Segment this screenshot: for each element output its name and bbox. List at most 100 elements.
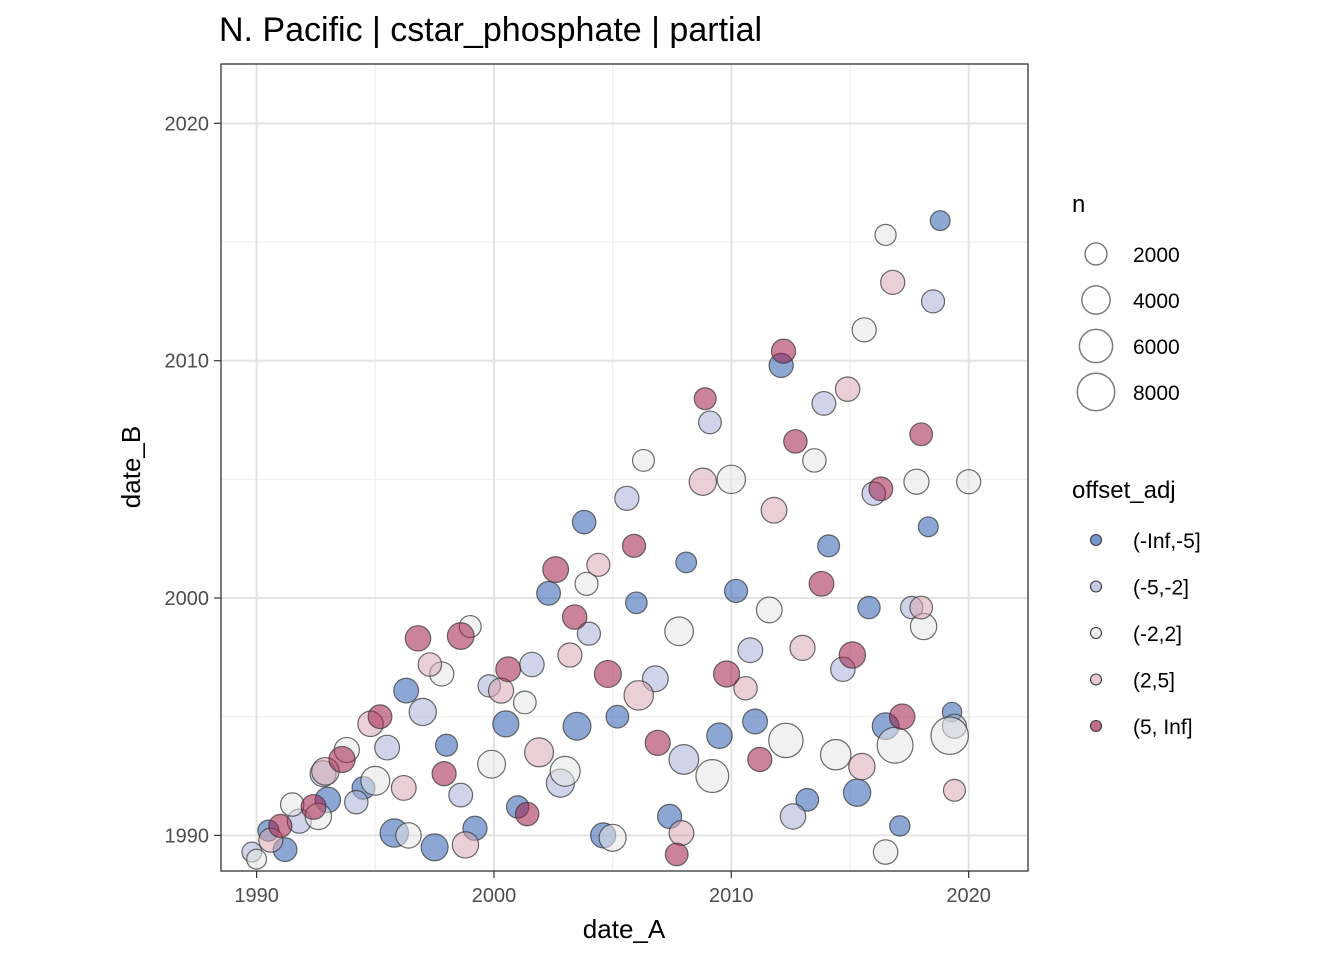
data-point (838, 641, 867, 669)
data-point (434, 733, 459, 757)
data-point (675, 551, 698, 574)
color-legend-key (1089, 626, 1103, 640)
data-point (755, 596, 783, 624)
y-tick-label: 1990 (165, 825, 210, 847)
data-point (789, 634, 816, 662)
size-legend-key (1081, 285, 1111, 315)
data-point (562, 711, 592, 741)
size-legend-label: 2000 (1133, 244, 1180, 267)
data-point (888, 703, 916, 731)
data-point (668, 820, 695, 846)
data-point (614, 485, 640, 511)
data-point (695, 759, 730, 794)
data-point (408, 697, 437, 727)
data-point (779, 803, 807, 830)
data-point (300, 793, 327, 820)
data-point (737, 637, 764, 664)
data-point (929, 210, 951, 232)
color-legend-key (1089, 533, 1103, 547)
data-point (903, 468, 930, 495)
data-point (417, 652, 443, 677)
data-point (344, 789, 369, 815)
data-point (664, 842, 689, 867)
data-point (623, 680, 655, 711)
data-point (770, 338, 797, 364)
size-legend: 2000 4000 6000 8000 (1076, 242, 1180, 412)
data-point (576, 621, 602, 646)
data-point (874, 223, 897, 247)
data-point (688, 467, 718, 496)
data-point (917, 516, 939, 538)
color-legend-label: (-Inf,-5] (1133, 530, 1201, 553)
data-point (712, 660, 741, 688)
data-point (842, 778, 872, 807)
data-point (420, 833, 449, 862)
data-point (795, 787, 820, 812)
data-point (492, 710, 520, 738)
data-point (848, 752, 876, 781)
data-point (819, 738, 852, 771)
color-legend-label: (-2,2] (1133, 623, 1182, 646)
data-point (451, 831, 480, 859)
data-point (698, 410, 722, 435)
data-point (571, 509, 597, 535)
data-point (747, 746, 773, 773)
data-point (557, 642, 583, 668)
data-point (536, 580, 562, 606)
data-point (880, 269, 906, 296)
data-point (586, 552, 611, 577)
size-legend-title: n (1072, 191, 1085, 218)
data-point (876, 726, 914, 764)
plot-border (220, 63, 1029, 872)
color-legend: (-Inf,-5] (-5,-2] (-2,2] (2,5] (5, Inf] (1089, 530, 1201, 739)
data-point (733, 675, 758, 701)
data-point (857, 595, 881, 620)
color-legend-key (1089, 719, 1103, 733)
data-point (495, 656, 522, 683)
data-point (328, 745, 356, 774)
data-point (742, 708, 769, 735)
data-point (448, 782, 474, 808)
data-point (668, 744, 700, 775)
data-point (605, 704, 630, 729)
x-tick-label: 2020 (946, 885, 991, 907)
data-point (593, 659, 622, 689)
data-point (664, 616, 694, 647)
data-point (621, 533, 647, 558)
data-point (942, 778, 966, 802)
data-point (889, 815, 911, 837)
x-tick-label: 2010 (709, 885, 754, 907)
data-point (760, 496, 788, 524)
size-legend-label: 4000 (1133, 290, 1180, 313)
data-point (693, 387, 717, 411)
data-point (868, 476, 894, 502)
data-point (956, 469, 982, 495)
axis-ticks: 1990 2000 2010 2020 1990 2000 2010 2020 (165, 113, 991, 907)
color-legend-label: (-5,-2] (1133, 577, 1189, 600)
data-point (524, 737, 555, 768)
color-legend-title: offset_adj (1072, 477, 1176, 504)
y-tick-label: 2020 (165, 113, 210, 135)
chart-title: N. Pacific | cstar_phosphate | partial (219, 11, 762, 49)
color-legend-key (1089, 580, 1103, 593)
data-point (851, 317, 877, 343)
data-point (817, 534, 841, 558)
data-point (872, 839, 899, 865)
data-point (549, 755, 581, 787)
x-tick-label: 1990 (234, 885, 279, 907)
x-axis-title: date_A (583, 914, 666, 944)
color-legend-label: (5, Inf] (1133, 716, 1193, 739)
data-point (631, 448, 656, 472)
y-axis-title: date_B (116, 426, 146, 508)
size-legend-key (1084, 242, 1108, 266)
data-point (574, 571, 599, 596)
data-point (706, 722, 733, 750)
data-point (783, 429, 808, 454)
data-point (768, 722, 804, 759)
data-point (561, 604, 588, 630)
data-point (834, 376, 861, 402)
x-tick-label: 2000 (472, 885, 517, 907)
size-legend-label: 8000 (1133, 382, 1180, 405)
data-point (431, 761, 457, 787)
